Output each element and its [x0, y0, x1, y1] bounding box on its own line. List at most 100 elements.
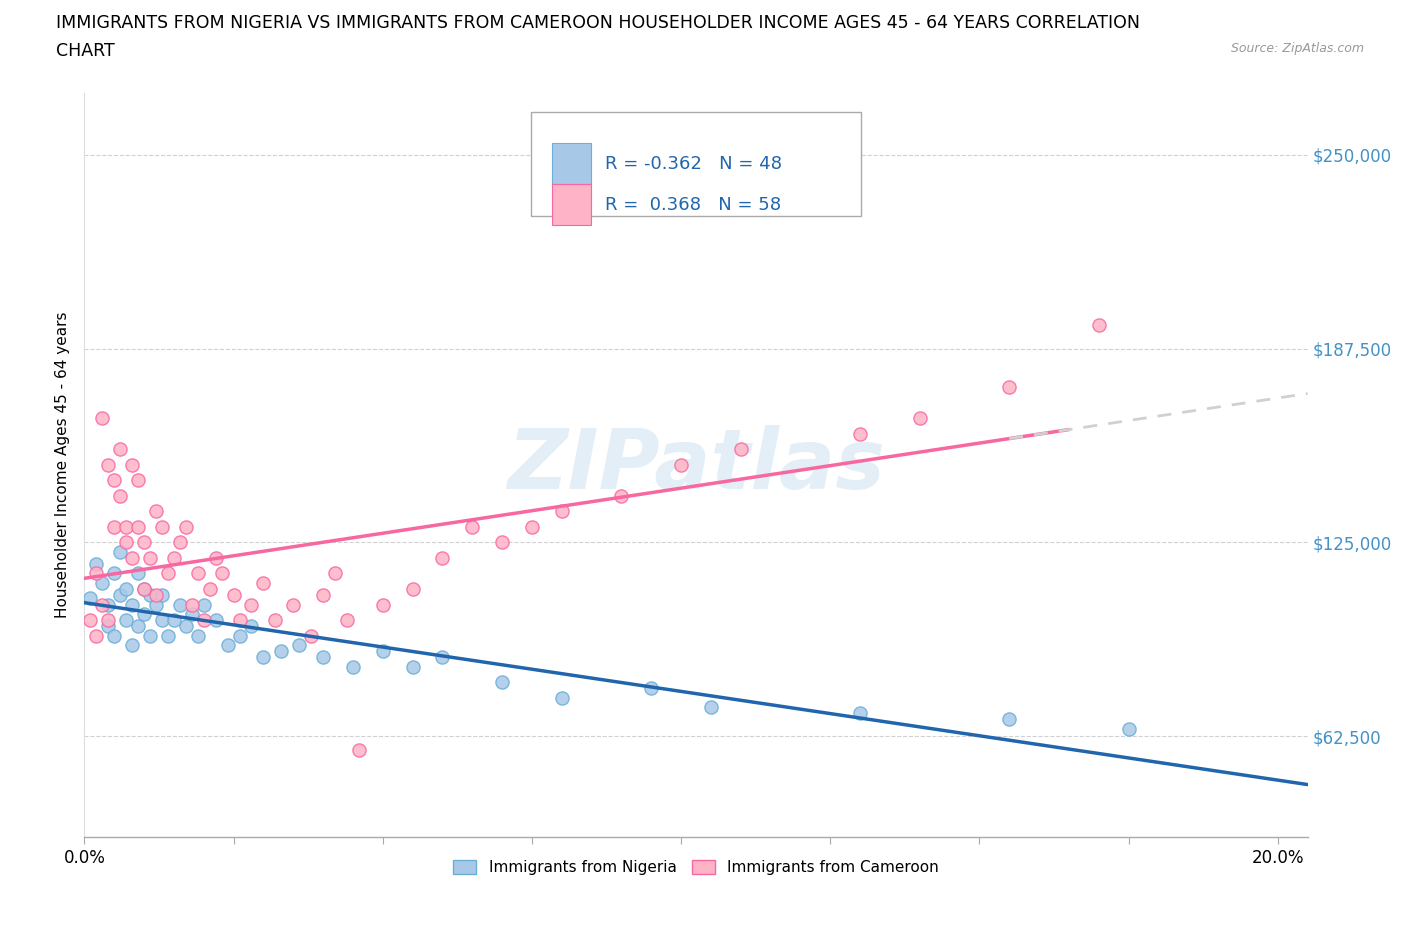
Point	[180, 606, 202, 621]
Point	[700, 699, 723, 714]
Point	[270, 644, 292, 658]
Point	[193, 613, 215, 628]
Point	[156, 566, 179, 581]
Point	[371, 597, 394, 612]
Point	[145, 597, 167, 612]
Point	[222, 588, 245, 603]
Point	[228, 613, 250, 628]
Point	[252, 576, 274, 591]
Text: R =  0.368   N = 58: R = 0.368 N = 58	[606, 195, 782, 214]
Point	[640, 681, 662, 696]
Point	[299, 628, 322, 643]
Point	[174, 520, 197, 535]
Point	[730, 442, 752, 457]
Point	[103, 520, 125, 535]
Point	[150, 588, 173, 603]
Point	[132, 535, 155, 550]
Point	[108, 544, 131, 559]
Point	[323, 566, 346, 581]
Text: IMMIGRANTS FROM NIGERIA VS IMMIGRANTS FROM CAMEROON HOUSEHOLDER INCOME AGES 45 -: IMMIGRANTS FROM NIGERIA VS IMMIGRANTS FR…	[56, 14, 1140, 32]
Point	[139, 588, 162, 603]
Point	[97, 618, 120, 633]
Point	[336, 613, 359, 628]
Point	[283, 597, 305, 612]
Point	[312, 650, 335, 665]
Point	[998, 380, 1021, 395]
Point	[84, 628, 107, 643]
Point	[132, 606, 155, 621]
Point	[491, 535, 513, 550]
Point	[150, 613, 173, 628]
Point	[139, 628, 162, 643]
Point	[252, 650, 274, 665]
FancyBboxPatch shape	[531, 112, 860, 216]
Point	[139, 551, 162, 565]
Point	[401, 659, 423, 674]
Point	[228, 628, 250, 643]
Point	[91, 411, 114, 426]
Point	[432, 650, 454, 665]
Point	[115, 581, 138, 596]
FancyBboxPatch shape	[551, 184, 591, 225]
Point	[97, 597, 120, 612]
Point	[156, 628, 179, 643]
Point	[121, 637, 143, 652]
Point	[115, 613, 138, 628]
Point	[849, 427, 872, 442]
Point	[264, 613, 287, 628]
Point	[342, 659, 364, 674]
Point	[849, 706, 872, 721]
Point	[401, 581, 423, 596]
Point	[204, 613, 226, 628]
Point	[103, 628, 125, 643]
Point	[174, 618, 197, 633]
Point	[127, 473, 149, 488]
Legend: Immigrants from Nigeria, Immigrants from Cameroon: Immigrants from Nigeria, Immigrants from…	[447, 854, 945, 882]
Point	[79, 591, 101, 605]
Point	[551, 504, 574, 519]
Point	[121, 458, 143, 472]
Text: R = -0.362   N = 48: R = -0.362 N = 48	[606, 154, 783, 173]
Point	[187, 628, 209, 643]
Point	[84, 557, 107, 572]
Y-axis label: Householder Income Ages 45 - 64 years: Householder Income Ages 45 - 64 years	[55, 312, 70, 618]
Point	[669, 458, 692, 472]
Point	[169, 597, 191, 612]
Point	[145, 504, 167, 519]
Point	[998, 711, 1021, 726]
Point	[217, 637, 239, 652]
Point	[1118, 721, 1140, 736]
Point	[97, 458, 120, 472]
Text: Source: ZipAtlas.com: Source: ZipAtlas.com	[1230, 42, 1364, 55]
Point	[432, 551, 454, 565]
Point	[908, 411, 931, 426]
Point	[461, 520, 484, 535]
Point	[115, 535, 138, 550]
Point	[193, 597, 215, 612]
Point	[91, 576, 114, 591]
Point	[1087, 318, 1109, 333]
Point	[211, 566, 233, 581]
Point	[79, 613, 101, 628]
Point	[240, 597, 263, 612]
Point	[288, 637, 311, 652]
Point	[127, 520, 149, 535]
Point	[169, 535, 191, 550]
Point	[491, 674, 513, 689]
Point	[163, 613, 186, 628]
Point	[240, 618, 263, 633]
Point	[132, 581, 155, 596]
Point	[121, 551, 143, 565]
Point	[121, 597, 143, 612]
Text: ZIPatlas: ZIPatlas	[508, 424, 884, 506]
Point	[347, 743, 370, 758]
Point	[198, 581, 221, 596]
Point	[115, 520, 138, 535]
Point	[127, 566, 149, 581]
Point	[91, 597, 114, 612]
FancyBboxPatch shape	[551, 143, 591, 184]
Point	[127, 618, 149, 633]
Point	[145, 588, 167, 603]
Point	[150, 520, 173, 535]
Point	[108, 442, 131, 457]
